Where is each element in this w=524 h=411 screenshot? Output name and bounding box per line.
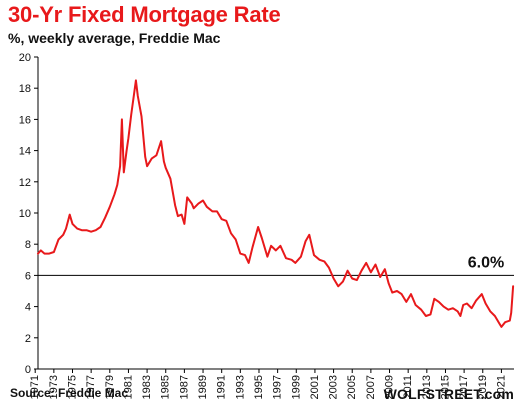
x-tick-label: 1997 — [272, 375, 284, 399]
x-tick-label: 1983 — [141, 375, 153, 399]
series-line-0 — [37, 79, 515, 328]
y-tick-label: 2 — [25, 333, 31, 345]
source-note: Source: Freddie Mac — [10, 386, 129, 400]
x-tick-label: 2019 — [477, 375, 489, 399]
x-tick-label: 1971 — [29, 375, 41, 399]
x-tick-label: 1991 — [216, 375, 228, 399]
x-tick-label: 2015 — [439, 375, 451, 399]
x-tick-label: 1989 — [197, 375, 209, 399]
x-tick-label: 1985 — [160, 375, 172, 399]
x-tick-label: 1987 — [178, 375, 190, 399]
x-tick-label: 1993 — [234, 375, 246, 399]
y-tick-label: 6 — [25, 270, 31, 282]
x-tick-label: 1977 — [85, 375, 97, 399]
x-tick-label: 1999 — [290, 375, 302, 399]
chart-subtitle: %, weekly average, Freddie Mac — [8, 30, 221, 46]
x-tick-label: 2001 — [309, 375, 321, 399]
y-axis: 0 2 4 6 8 10 12 14 16 18 20 — [19, 52, 39, 376]
x-tick-label: 1973 — [48, 375, 60, 399]
x-tick-label: 2011 — [402, 375, 414, 399]
y-tick-label: 0 — [25, 364, 31, 376]
x-tick-label: 2007 — [365, 375, 377, 399]
x-tick-label: 2017 — [458, 375, 470, 399]
chart-title: 30-Yr Fixed Mortgage Rate — [8, 2, 281, 27]
y-tick-label: 16 — [19, 114, 31, 126]
reference-line-group: 6.0% — [38, 254, 514, 276]
x-axis: 1971 1973 1975 1977 1979 1981 1983 1985 1987 1989… — [29, 368, 514, 399]
x-tick-label: 1975 — [66, 375, 78, 399]
series-group — [37, 79, 515, 328]
x-tick-label: 1995 — [253, 375, 265, 399]
y-tick-label: 8 — [25, 239, 31, 251]
y-tick-label: 14 — [19, 146, 31, 158]
y-tick-label: 20 — [19, 52, 31, 64]
x-tick-label: 2013 — [421, 375, 433, 399]
y-tick-label: 12 — [19, 177, 31, 189]
x-tick-label: 2003 — [328, 375, 340, 399]
y-tick-label: 18 — [19, 83, 31, 95]
x-tick-label: 1981 — [122, 375, 134, 399]
y-tick-label: 10 — [19, 208, 31, 220]
x-tick-label: 2005 — [346, 375, 358, 399]
y-tick-label: 4 — [25, 302, 31, 314]
reference-line-label: 6.0% — [468, 254, 504, 271]
brand-logo-text: WOLFSTREET.com — [383, 386, 514, 402]
x-tick-label: 2009 — [384, 375, 396, 399]
x-tick-label: 2021 — [495, 375, 507, 399]
x-tick-label: 1979 — [104, 375, 116, 399]
